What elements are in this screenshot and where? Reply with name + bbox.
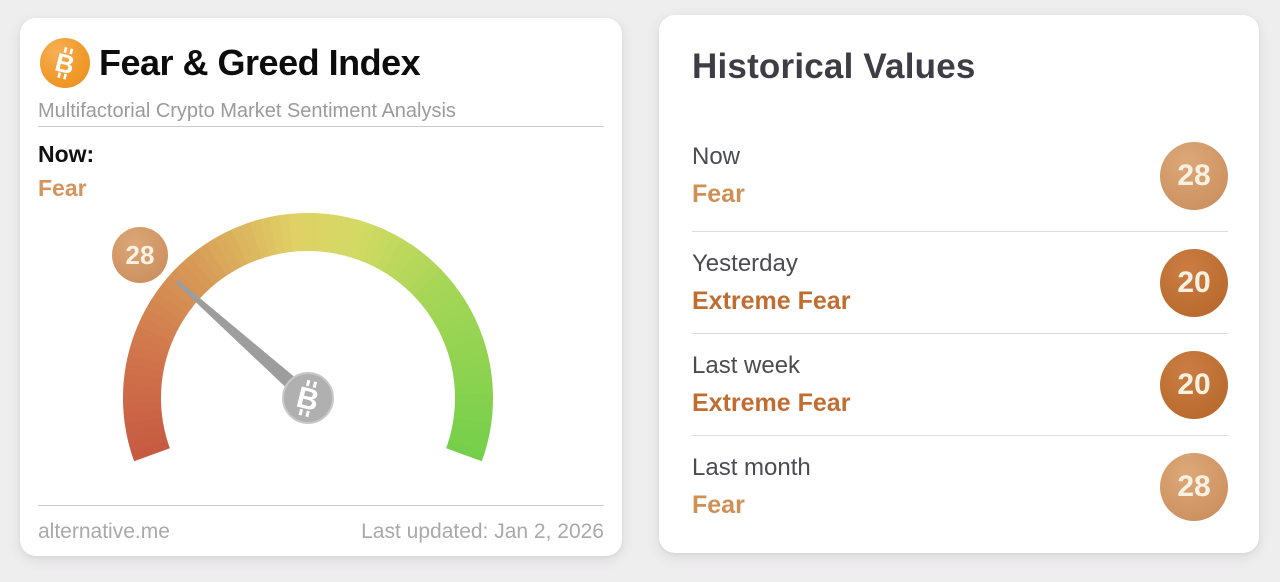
value-badge: 20 xyxy=(1160,350,1228,419)
period-label: Now xyxy=(692,143,741,170)
value-badge: 20 xyxy=(1160,248,1228,317)
last-updated-text: Last updated: Jan 2, 2026 xyxy=(361,520,604,543)
classification-label: Fear xyxy=(692,490,745,519)
page-title: Fear & Greed Index xyxy=(99,42,421,83)
gauge-hub xyxy=(282,372,334,424)
history-row-texts: Last month Fear xyxy=(692,454,811,520)
history-row-texts: Yesterday Extreme Fear xyxy=(692,250,850,316)
period-label: Last month xyxy=(692,453,811,481)
page-subtitle: Multifactorial Crypto Market Sentiment A… xyxy=(38,100,456,122)
value-badge: 28 xyxy=(1160,452,1228,521)
source-link[interactable]: alternative.me xyxy=(38,520,170,543)
historical-values-list: Now Fear 28 Yesterday Extreme Fear 20 La… xyxy=(692,118,1228,537)
gauge-needle xyxy=(175,279,313,404)
card-footer: alternative.me Last updated: Jan 2, 2026 xyxy=(38,515,604,549)
classification-label: Extreme Fear xyxy=(692,286,851,315)
fear-greed-index-card: B Fear & Greed Index Multifactorial Cryp… xyxy=(20,18,622,556)
value-badge: 28 xyxy=(1160,142,1228,210)
historical-values-title: Historical Values xyxy=(692,47,976,86)
history-row-last-week: Last week Extreme Fear 20 xyxy=(692,333,1228,435)
current-classification: Fear xyxy=(38,175,87,201)
history-row-yesterday: Yesterday Extreme Fear 20 xyxy=(692,231,1228,333)
header-divider xyxy=(38,126,604,127)
classification-label: Fear xyxy=(692,180,745,208)
bitcoin-icon: B xyxy=(40,38,90,88)
period-label: Last week xyxy=(692,351,801,379)
historical-values-card: Historical Values Now Fear 28 Yesterday … xyxy=(659,15,1259,553)
gauge-value-badge: 28 xyxy=(112,227,168,283)
history-row-texts: Now Fear xyxy=(692,143,745,209)
now-label: Now: xyxy=(38,141,95,167)
gauge-arc xyxy=(123,212,493,462)
footer-divider xyxy=(38,505,604,506)
history-row-last-month: Last month Fear 28 xyxy=(692,435,1228,537)
sentiment-gauge: B xyxy=(123,212,493,462)
classification-label: Extreme Fear xyxy=(692,388,851,417)
period-label: Yesterday xyxy=(692,249,798,277)
history-row-now: Now Fear 28 xyxy=(692,118,1228,231)
history-row-texts: Last week Extreme Fear xyxy=(692,352,850,418)
